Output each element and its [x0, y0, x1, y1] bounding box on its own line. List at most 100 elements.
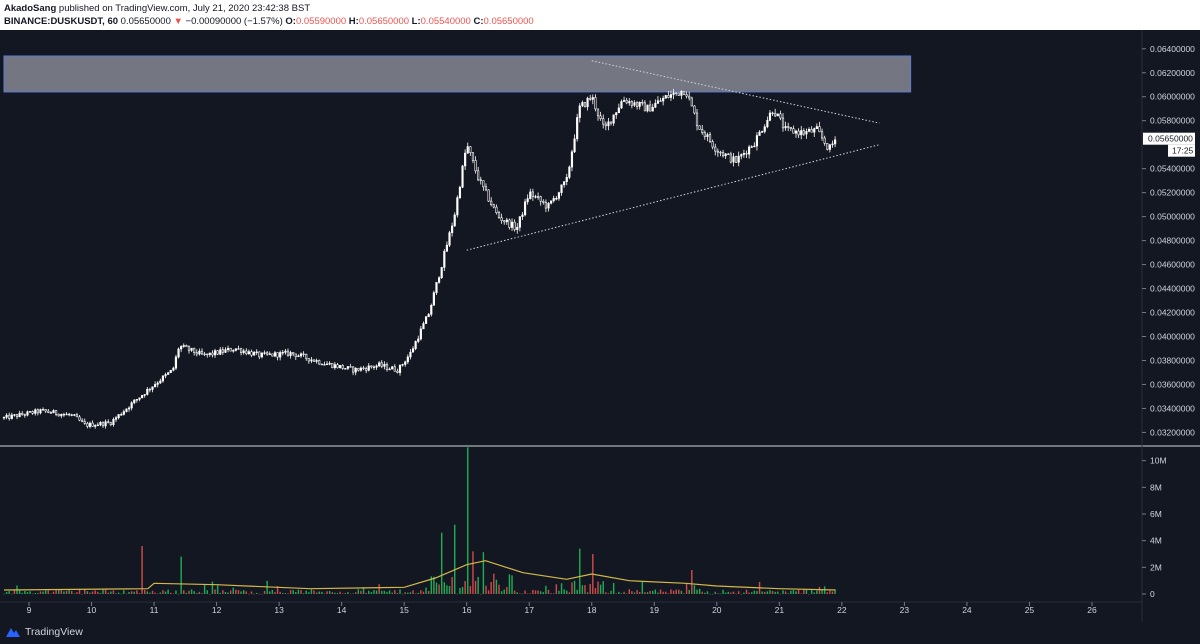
volume-bar [516, 592, 518, 594]
volume-bar [164, 591, 167, 594]
volume-bar [196, 593, 198, 594]
candle-body [763, 126, 766, 132]
candle-body [813, 128, 816, 133]
triangle-upper-line [591, 60, 880, 124]
volume-tick-label: 8M [1150, 482, 1162, 492]
volume-bar [65, 590, 68, 594]
volume-bar [271, 589, 274, 594]
candle-body [349, 366, 352, 368]
candle-body [62, 413, 66, 416]
candle-body [688, 95, 691, 99]
chart-area[interactable]: 0.03200000 0.03400000 0.03600000 0.03800000… [0, 30, 1200, 622]
volume-bar [566, 590, 568, 594]
volume-bar [735, 593, 737, 595]
volume-bar [297, 589, 300, 594]
open-value: 0.05590000 [295, 16, 347, 27]
candle-body [148, 388, 151, 391]
trendlines[interactable] [466, 60, 880, 251]
volume-bar [227, 592, 229, 594]
volume-bar [774, 591, 776, 594]
volume-bar [76, 592, 78, 594]
volume-bar [597, 581, 599, 594]
price-tick-label: 0.04400000 [1150, 284, 1195, 294]
volume-bar [456, 593, 459, 595]
volume-bar [347, 592, 349, 594]
volume-bar [560, 583, 563, 594]
candle-body [325, 363, 329, 366]
candle-body [307, 358, 310, 362]
candle-body [622, 100, 626, 102]
candle-body [708, 134, 712, 142]
candle-body [565, 177, 568, 182]
candle-body [156, 382, 159, 385]
candle-body [628, 101, 631, 104]
candle-body [586, 97, 589, 108]
volume-bar [526, 593, 529, 594]
candle-body [510, 221, 514, 228]
time-tick-label: 23 [900, 605, 910, 615]
candle-body [732, 156, 735, 163]
candle-body [531, 191, 534, 197]
volume-bar [282, 593, 284, 594]
volume-bar [404, 592, 406, 594]
volume-bar [328, 591, 331, 594]
price-tick-label: 0.06200000 [1150, 68, 1195, 78]
close-value: 0.05650000 [483, 16, 534, 27]
candle-body [268, 353, 271, 355]
candle-body [794, 130, 798, 134]
candle-body [453, 214, 456, 227]
volume-bar [141, 546, 143, 594]
candle-body [789, 126, 792, 129]
volume-bar [732, 591, 735, 594]
candle-body [508, 219, 511, 228]
volume-bar [714, 591, 716, 594]
time-tick-label: 15 [399, 605, 409, 615]
candle-body [174, 356, 178, 369]
volume-tick-label: 6M [1150, 509, 1162, 519]
candle-body [779, 113, 782, 119]
tradingview-logo[interactable]: TradingView [6, 626, 83, 638]
time-tick-label: 10 [87, 605, 97, 615]
candle-body [643, 102, 646, 112]
candle-body [768, 112, 772, 121]
volume-bar [57, 590, 60, 594]
candle-body [44, 409, 47, 412]
publish-text: published on TradingView.com, July 21, 2… [58, 3, 311, 14]
volume-bar [11, 593, 13, 595]
candles[interactable] [2, 88, 837, 429]
candle-body [701, 129, 704, 133]
volume-bar [448, 585, 451, 594]
volume-bar [485, 585, 487, 594]
price-change: −0.00090000 (−1.57%) [185, 16, 283, 27]
volume-bar [344, 593, 347, 594]
candle-body [167, 372, 170, 375]
candle-body [193, 347, 196, 353]
candle-body [427, 314, 430, 317]
candle-body [68, 413, 71, 416]
chart-svg[interactable]: 0.03200000 0.03400000 0.03600000 0.03800000… [0, 30, 1200, 622]
time-tick-label: 18 [587, 605, 597, 615]
volume-tick-label: 0 [1150, 589, 1155, 599]
volume-bar [547, 589, 550, 594]
author-name[interactable]: AkadoSang [4, 3, 57, 14]
volume-bar [430, 576, 432, 594]
volume-bar [151, 590, 154, 594]
candle-body [352, 366, 355, 373]
resistance-zone[interactable] [3, 55, 912, 93]
volume-bar [412, 590, 414, 594]
candle-body [649, 104, 652, 112]
candle-body [721, 152, 725, 157]
candle-body [47, 410, 50, 413]
volume-bar [704, 592, 706, 594]
volume-bar [274, 592, 276, 594]
volume-bar [513, 590, 516, 594]
volume-bar [737, 591, 740, 594]
volume-bar [276, 586, 279, 594]
volume-bar [779, 593, 782, 595]
candle-body [36, 409, 39, 414]
candle-body [365, 368, 368, 371]
volume-bar [623, 591, 625, 594]
candle-body [237, 348, 240, 350]
volume-bar [761, 591, 763, 594]
volume-bar [175, 590, 177, 594]
